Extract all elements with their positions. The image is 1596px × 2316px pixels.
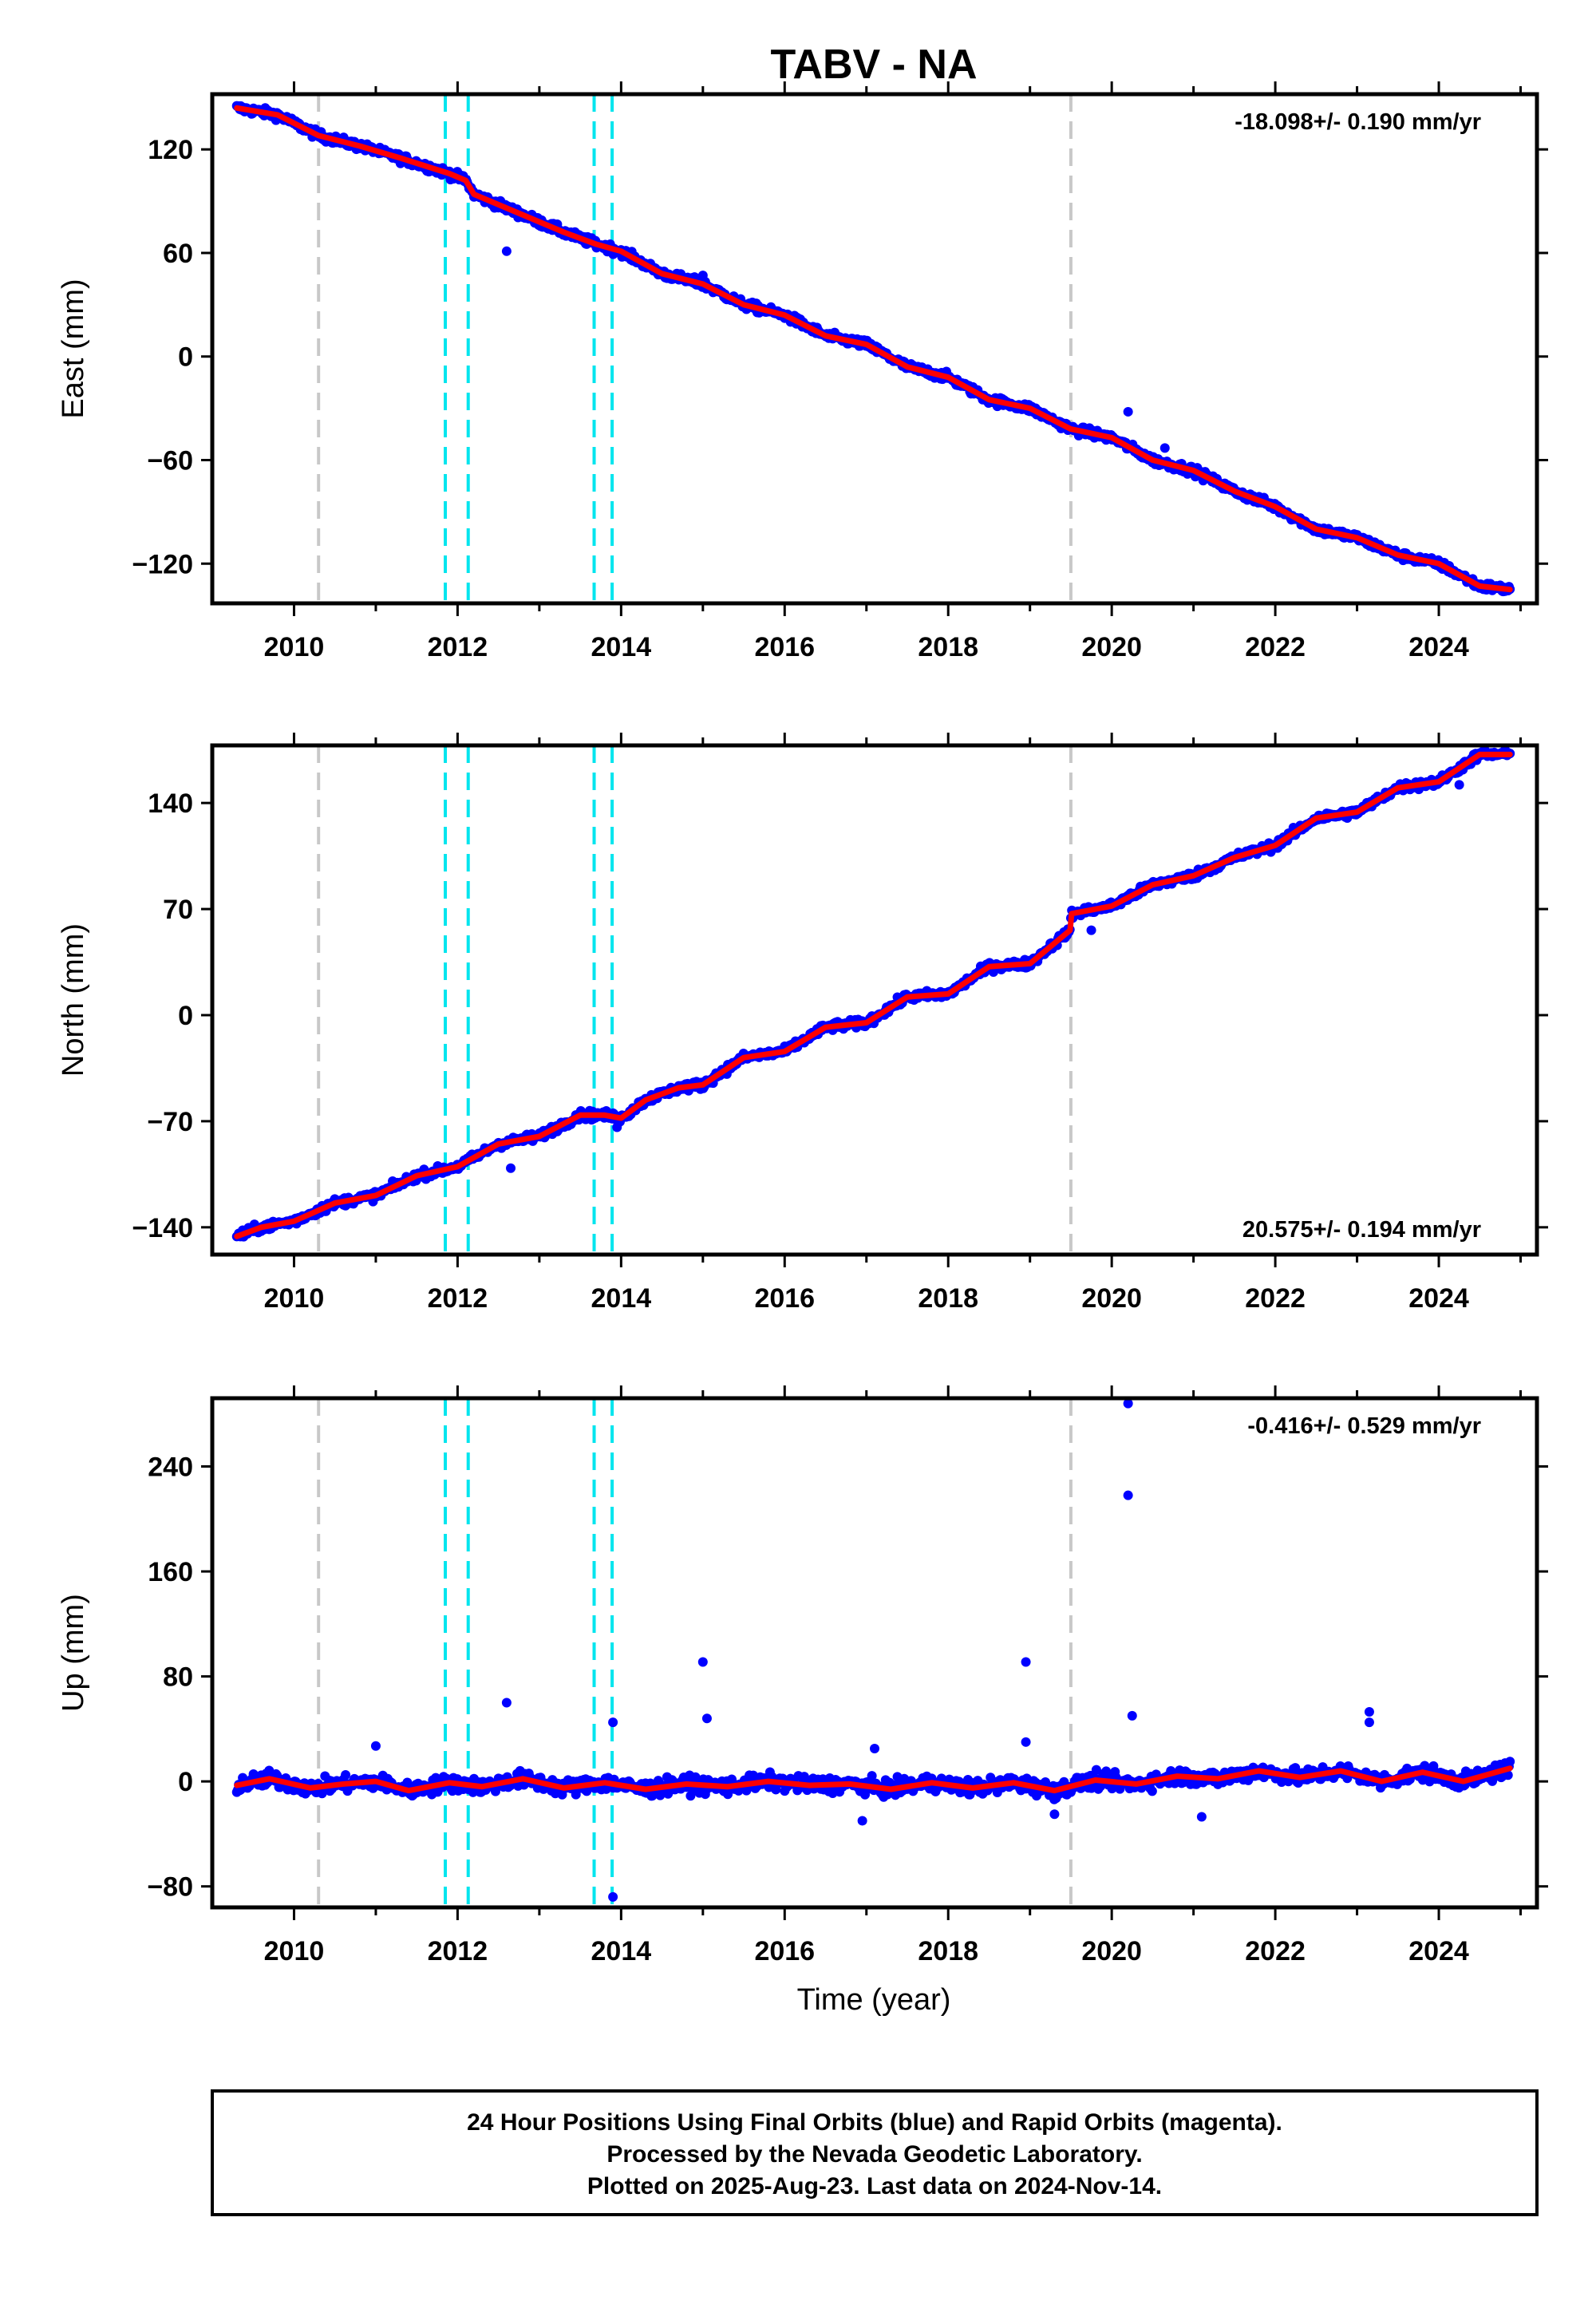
data-point [1505,1757,1515,1767]
x-tick-label: 2012 [428,632,488,662]
x-tick-label: 2018 [918,1936,978,1966]
north-panel: 140 70 0 −70 −140 2010 2012 2014 2016 2018 2020 202… [57,733,1548,1314]
x-tick-label: 2012 [428,1283,488,1314]
east-panel: 120 60 0 −60 −120 2010 2012 2014 2016 2018 2020 202… [57,81,1548,662]
fit-line [234,751,1513,1239]
outlier-point [1123,1490,1133,1500]
x-tick-label: 2016 [754,632,815,662]
outlier-point [697,271,708,281]
y-tick-label: 160 [148,1557,193,1587]
y-tick-label: −70 [147,1107,193,1137]
outlier-point [370,1741,381,1751]
x-tick-label: 2010 [264,1283,325,1314]
x-tick-label: 2024 [1408,632,1469,662]
footer-line-2: Processed by the Nevada Geodetic Laborat… [606,2141,1142,2168]
x-tick-label: 2020 [1081,1936,1142,1966]
y-tick-label: 240 [148,1452,193,1483]
velocity-rate-label: 20.575+/- 0.194 mm/yr [1242,1217,1481,1243]
fit-line [234,105,1513,593]
y-tick-label: 0 [178,342,193,373]
outlier-point [1021,1737,1031,1747]
outlier-point [608,1891,618,1902]
velocity-rate-label: -18.098+/- 0.190 mm/yr [1235,109,1481,135]
outlier-point [506,1163,516,1173]
x-tick-label: 2020 [1081,1283,1142,1314]
x-tick-label: 2022 [1245,1936,1306,1966]
x-tick-label: 2016 [754,1283,815,1314]
x-tick-label: 2024 [1408,1936,1469,1966]
y-tick-label: −60 [147,445,193,476]
x-tick-label: 2022 [1245,1283,1306,1314]
outlier-point [701,1713,712,1724]
outlier-point [1021,1657,1031,1667]
x-tick-label: 2010 [264,632,325,662]
y-tick-label: 140 [148,788,193,819]
up-panel: 240 160 80 0 −80 2010 2012 2014 2016 2018 2020 2022… [57,1385,1548,1966]
y-tick-label: −80 [147,1872,193,1903]
data-point [1503,1770,1513,1780]
footer-line-3: Plotted on 2025-Aug-23. Last data on 202… [587,2173,1162,2199]
x-tick-label: 2022 [1245,632,1306,662]
outlier-point [870,1744,879,1754]
data-point [1147,1786,1157,1796]
data-point [341,1769,351,1780]
x-tick-label: 2018 [918,632,978,662]
x-tick-label: 2018 [918,1283,978,1314]
outlier-point [612,1122,622,1132]
x-tick-label: 2012 [428,1936,488,1966]
y-tick-label: 70 [163,895,193,925]
x-tick-label: 2014 [591,632,652,662]
x-axis-label: Time (year) [797,1983,951,2017]
footer-line-1: 24 Hour Positions Using Final Orbits (bl… [467,2109,1282,2136]
outlier-point [1454,780,1464,790]
y-axis-label: East (mm) [57,279,90,418]
outlier-point [1123,1398,1133,1409]
y-tick-label: 60 [163,239,193,269]
x-tick-label: 2014 [591,1936,652,1966]
outlier-point [1049,1809,1060,1820]
chart-title: TABV - NA [770,41,977,88]
daily-positions [231,1398,1515,1902]
outlier-point [1127,1710,1137,1721]
outlier-point [1364,1706,1374,1717]
x-tick-label: 2016 [754,1936,815,1966]
data-point [867,1771,877,1781]
footer-box [211,2089,1539,2216]
outlier-point [1196,1812,1207,1822]
y-axis-label: North (mm) [57,923,90,1077]
x-tick-label: 2010 [264,1936,325,1966]
x-tick-label: 2014 [591,1283,652,1314]
x-tick-label: 2024 [1408,1283,1469,1314]
outlier-point [1364,1717,1374,1728]
outlier-point [1123,406,1133,417]
outlier-point [608,1717,618,1728]
plot-frame [210,92,1539,606]
y-tick-label: 0 [178,1001,193,1031]
velocity-rate-label: -0.416+/- 0.529 mm/yr [1247,1413,1481,1439]
outlier-point [501,1697,512,1708]
y-tick-label: 120 [148,135,193,165]
y-axis-label: Up (mm) [57,1594,90,1712]
outlier-point [501,246,512,256]
outlier-point [697,1657,708,1667]
fit-line [234,1765,1513,1794]
outlier-point [857,1816,867,1826]
y-tick-label: 80 [163,1662,193,1693]
plot-frame [210,743,1539,1257]
x-tick-label: 2020 [1081,632,1142,662]
outlier-point [1086,925,1096,935]
plot-frame [210,1396,1539,1910]
y-tick-label: −120 [132,549,193,579]
y-tick-label: 0 [178,1767,193,1797]
outlier-point [1159,443,1170,453]
y-tick-label: −140 [132,1213,193,1243]
